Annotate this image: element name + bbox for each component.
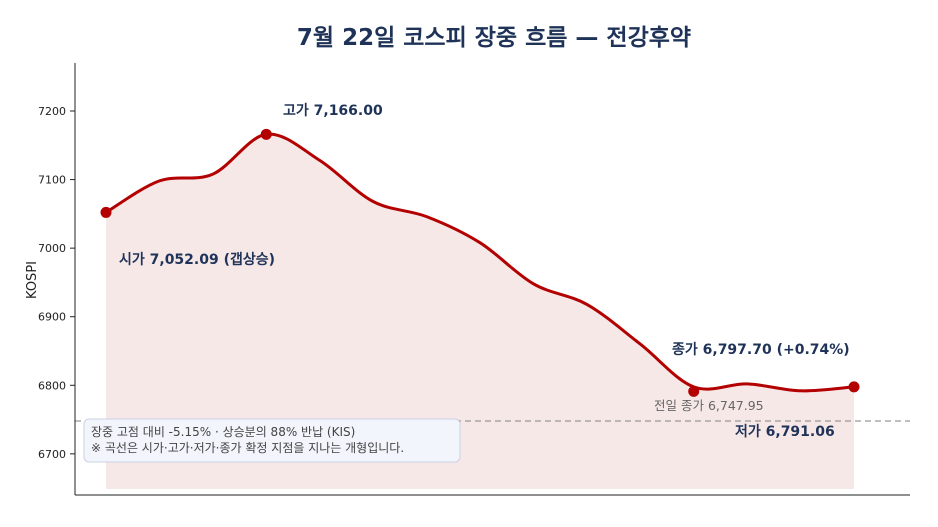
low-annotation: 저가 6,791.06 <box>735 424 835 440</box>
note-box-background <box>83 418 461 463</box>
chart-title: 7월 22일 코스피 장중 흐름 — 전강후약 <box>297 25 691 51</box>
note-line-2: ※ 곡선은 시가·고가·저가·종가 확정 지점을 지나는 개형입니다. <box>91 441 404 455</box>
open-annotation: 시가 7,052.09 (갭상승) <box>119 251 275 268</box>
y-ticks: 6700 6800 6900 7000 7100 7200 <box>38 105 75 461</box>
axes <box>74 63 910 496</box>
prev-close-label: 전일 종가 6,747.95 <box>654 398 764 413</box>
note-line-1: 장중 고점 대비 -5.15% · 상승분의 88% 반납 (KIS) <box>91 425 355 439</box>
y-tick-label: 7100 <box>38 174 66 187</box>
marker-저가 <box>688 385 700 397</box>
y-tick-label: 6700 <box>38 448 66 461</box>
y-axis-label: KOSPI <box>25 261 40 299</box>
y-tick-label: 6800 <box>38 379 66 392</box>
note-box: 장중 고점 대비 -5.15% · 상승분의 88% 반납 (KIS) ※ 곡선… <box>83 418 461 463</box>
y-tick-label: 6900 <box>38 311 66 324</box>
area-fill <box>106 134 854 489</box>
plot-area <box>75 128 910 489</box>
price-line <box>104 132 856 393</box>
y-tick-label: 7000 <box>38 242 66 255</box>
y-tick-label: 7200 <box>38 105 66 118</box>
marker-고가 <box>260 128 272 140</box>
marker-시가 <box>100 206 112 218</box>
high-annotation: 고가 7,166.00 <box>283 103 383 119</box>
marker-종가 <box>848 381 860 393</box>
close-annotation: 종가 6,797.70 (+0.74%) <box>672 342 850 358</box>
